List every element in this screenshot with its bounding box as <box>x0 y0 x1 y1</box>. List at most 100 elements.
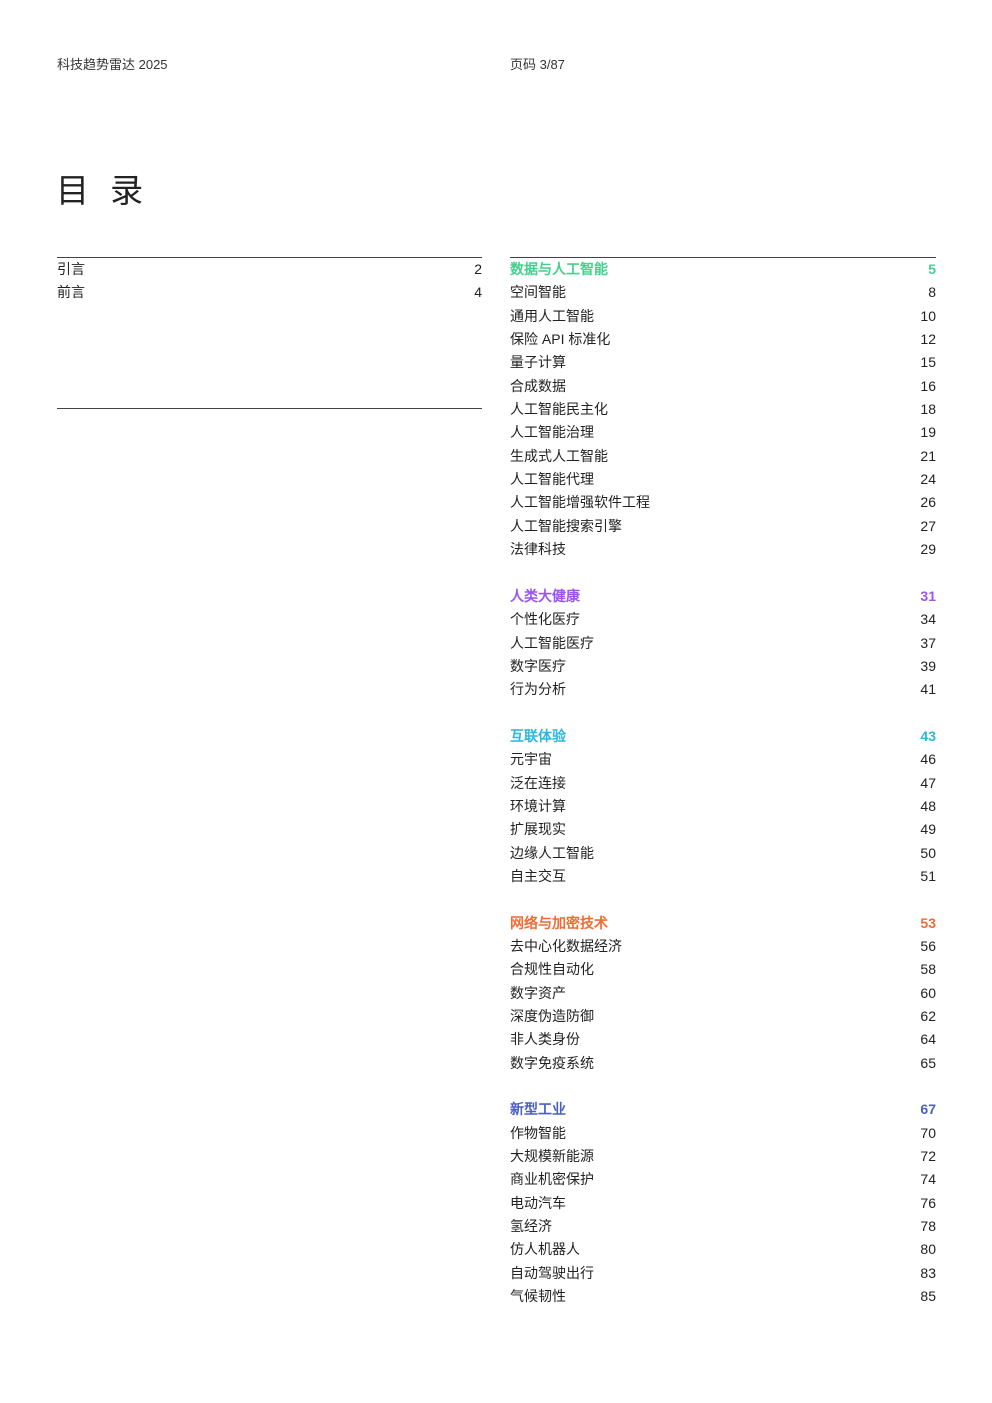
entry-page: 26 <box>920 494 936 511</box>
toc-entry: 人工智能增强软件工程 26 <box>510 491 936 514</box>
toc-entry: 自动驾驶出行 83 <box>510 1262 936 1285</box>
entry-page: 47 <box>920 774 936 791</box>
entry-page: 4 <box>474 284 482 301</box>
toc-entry: 人工智能民主化 18 <box>510 398 936 421</box>
toc-entry: 合规性自动化 58 <box>510 958 936 981</box>
entry-page: 51 <box>920 867 936 884</box>
section-page: 67 <box>920 1101 936 1118</box>
toc-entry: 人工智能医疗 37 <box>510 632 936 655</box>
toc-section: 网络与加密技术 53 去中心化数据经济 56 合规性自动化 58 数字资产 60 深度伪造防御 6… <box>510 912 936 1075</box>
toc-entry: 作物智能 70 <box>510 1122 936 1145</box>
section-title: 数据与人工智能 <box>510 261 608 277</box>
entry-label: 仿人机器人 <box>510 1241 580 1258</box>
entry-label: 数字资产 <box>510 984 566 1001</box>
toc-entry: 法律科技 29 <box>510 538 936 561</box>
entry-page: 10 <box>920 307 936 324</box>
entry-page: 60 <box>920 984 936 1001</box>
entry-label: 生成式人工智能 <box>510 447 608 464</box>
entry-page: 65 <box>920 1054 936 1071</box>
entry-page: 49 <box>920 821 936 838</box>
entry-label: 引言 <box>57 261 85 277</box>
section-heading: 人类大健康 31 <box>510 585 936 608</box>
entry-page: 21 <box>920 447 936 464</box>
entry-page: 62 <box>920 1008 936 1024</box>
toc-entry: 扩展现实 49 <box>510 818 936 841</box>
entry-label: 人工智能治理 <box>510 424 594 441</box>
entry-page: 80 <box>920 1241 936 1258</box>
entry-page: 64 <box>920 1031 936 1048</box>
entry-label: 个性化医疗 <box>510 611 580 628</box>
toc-entry: 商业机密保护 74 <box>510 1168 936 1191</box>
entry-page: 41 <box>920 681 936 698</box>
entry-page: 27 <box>920 517 936 534</box>
section-page: 5 <box>928 261 936 277</box>
entry-label: 作物智能 <box>510 1124 566 1141</box>
section-heading: 新型工业 67 <box>510 1098 936 1121</box>
section-title: 互联体验 <box>510 727 566 744</box>
toc-entry: 前言 4 <box>57 281 482 304</box>
entry-page: 34 <box>920 611 936 628</box>
toc-entry: 引言 2 <box>57 258 482 281</box>
toc-entry: 个性化医疗 34 <box>510 608 936 631</box>
entry-label: 空间智能 <box>510 284 566 301</box>
section-page: 31 <box>920 587 936 604</box>
entry-label: 法律科技 <box>510 541 566 558</box>
page-number: 页码 3/87 <box>510 57 565 72</box>
entry-label: 大规模新能源 <box>510 1148 594 1165</box>
toc-entry: 氢经济 78 <box>510 1215 936 1238</box>
toc-entry: 仿人机器人 80 <box>510 1238 936 1261</box>
toc-entry: 量子计算 15 <box>510 351 936 374</box>
section-heading: 数据与人工智能 5 <box>510 258 936 281</box>
entry-label: 元宇宙 <box>510 751 552 768</box>
entry-label: 通用人工智能 <box>510 307 594 324</box>
section-title: 人类大健康 <box>510 587 580 604</box>
intro-list: 引言 2 前言 4 <box>57 257 482 409</box>
entry-page: 2 <box>474 261 482 277</box>
entry-page: 48 <box>920 797 936 814</box>
entry-label: 氢经济 <box>510 1218 552 1235</box>
doc-title: 科技趋势雷达 2025 <box>57 57 168 72</box>
entry-page: 16 <box>920 377 936 394</box>
toc-entry: 数字资产 60 <box>510 982 936 1005</box>
entry-label: 气候韧性 <box>510 1288 566 1305</box>
toc-entry: 元宇宙 46 <box>510 748 936 771</box>
toc-section: 人类大健康 31 个性化医疗 34 人工智能医疗 37 数字医疗 39 行为分析 41 <box>510 585 936 702</box>
section-heading: 网络与加密技术 53 <box>510 912 936 935</box>
section-page: 53 <box>920 914 936 931</box>
entry-label: 泛在连接 <box>510 774 566 791</box>
toc-entry: 数字免疫系统 65 <box>510 1052 936 1075</box>
entry-label: 数字医疗 <box>510 657 566 674</box>
entry-label: 合规性自动化 <box>510 961 594 978</box>
entry-page: 19 <box>920 424 936 441</box>
entry-label: 环境计算 <box>510 797 566 814</box>
section-page: 43 <box>920 727 936 744</box>
toc-section: 数据与人工智能 5 空间智能 8 通用人工智能 10 保险 API 标准化 12 量子计算 15 合… <box>510 258 936 561</box>
entry-page: 85 <box>920 1288 936 1305</box>
entry-label: 量子计算 <box>510 354 566 371</box>
entry-label: 人工智能搜索引擎 <box>510 517 622 534</box>
toc-entry: 保险 API 标准化 12 <box>510 328 936 351</box>
entry-page: 78 <box>920 1218 936 1235</box>
entry-label: 人工智能医疗 <box>510 634 594 651</box>
toc-entry: 大规模新能源 72 <box>510 1145 936 1168</box>
entry-page: 12 <box>920 331 936 348</box>
toc-entry: 气候韧性 85 <box>510 1285 936 1308</box>
toc-entry: 数字医疗 39 <box>510 655 936 678</box>
entry-page: 39 <box>920 657 936 674</box>
entry-label: 去中心化数据经济 <box>510 937 622 954</box>
toc-entry: 合成数据 16 <box>510 375 936 398</box>
entry-page: 58 <box>920 961 936 978</box>
entry-label: 自主交互 <box>510 867 566 884</box>
toc-entry: 人工智能治理 19 <box>510 421 936 444</box>
toc-entry: 泛在连接 47 <box>510 772 936 795</box>
entry-page: 83 <box>920 1264 936 1281</box>
toc-entry: 电动汽车 76 <box>510 1192 936 1215</box>
entry-page: 8 <box>928 284 936 301</box>
entry-page: 56 <box>920 937 936 954</box>
entry-label: 商业机密保护 <box>510 1171 594 1188</box>
toc-entry: 空间智能 8 <box>510 281 936 304</box>
toc-entry: 边缘人工智能 50 <box>510 842 936 865</box>
toc-section: 新型工业 67 作物智能 70 大规模新能源 72 商业机密保护 74 电动汽车 76 氢经济 78 仿… <box>510 1098 936 1308</box>
entry-page: 37 <box>920 634 936 651</box>
